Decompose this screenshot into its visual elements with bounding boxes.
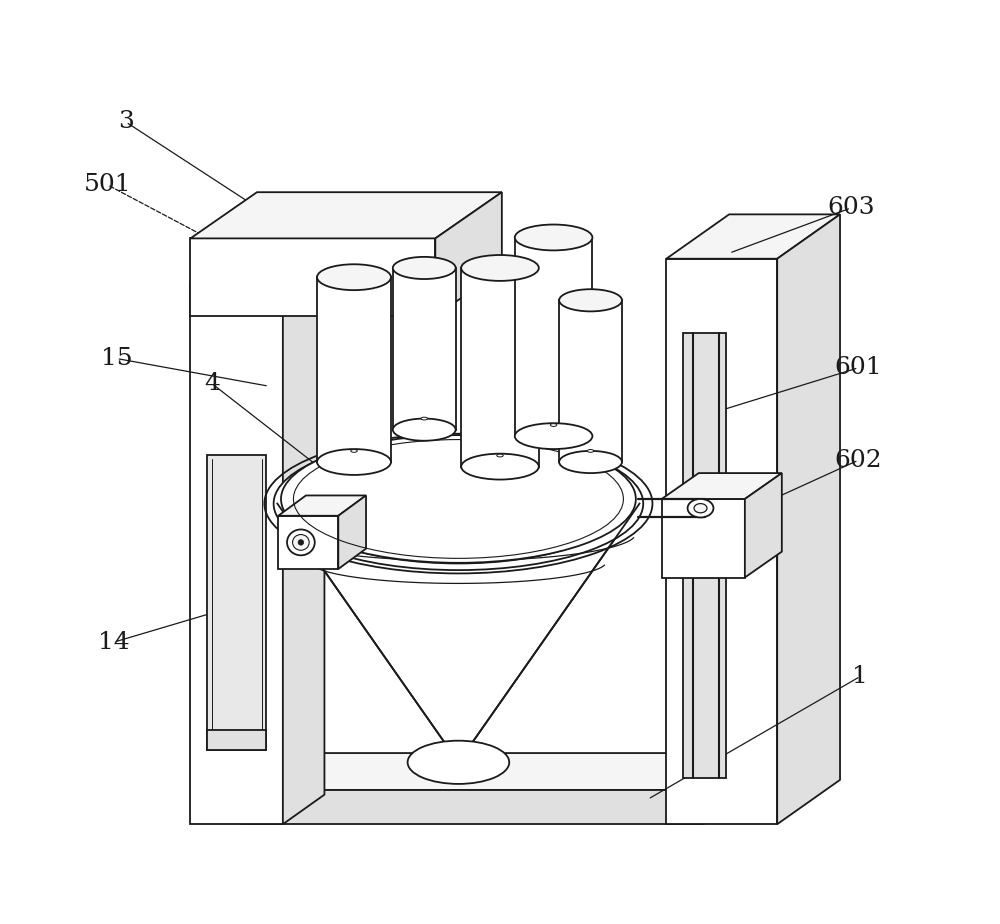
Text: 501: 501 [84,174,131,196]
Polygon shape [683,333,726,778]
Ellipse shape [393,257,456,279]
Polygon shape [435,192,502,316]
Polygon shape [393,268,456,430]
Polygon shape [190,192,502,238]
Polygon shape [278,516,338,569]
Ellipse shape [287,529,315,555]
Polygon shape [515,237,592,436]
Ellipse shape [281,435,636,563]
Ellipse shape [688,499,713,517]
Ellipse shape [559,451,622,473]
Polygon shape [278,495,366,516]
Ellipse shape [587,449,594,453]
Polygon shape [745,473,782,578]
Polygon shape [662,473,782,499]
Ellipse shape [461,454,539,480]
Polygon shape [241,790,703,824]
Ellipse shape [298,540,304,545]
Ellipse shape [408,741,509,784]
Polygon shape [277,504,640,762]
Polygon shape [559,300,622,462]
Polygon shape [662,499,745,578]
Text: 602: 602 [835,449,882,471]
Ellipse shape [559,289,622,311]
Text: 601: 601 [835,357,882,379]
Ellipse shape [461,255,539,281]
Polygon shape [190,238,435,316]
Polygon shape [190,252,324,282]
Polygon shape [207,730,266,750]
Text: 15: 15 [101,347,132,370]
Ellipse shape [497,454,503,457]
Ellipse shape [421,417,427,419]
Ellipse shape [694,504,707,513]
Text: 1: 1 [852,665,868,687]
Polygon shape [777,214,840,824]
Polygon shape [317,277,391,462]
Polygon shape [207,455,266,750]
Text: 3: 3 [118,111,134,133]
Polygon shape [338,495,366,569]
Polygon shape [461,268,539,467]
Polygon shape [190,282,283,824]
Ellipse shape [351,449,357,453]
Polygon shape [703,753,768,824]
Ellipse shape [550,423,557,427]
Ellipse shape [317,449,391,475]
Polygon shape [666,214,840,259]
Ellipse shape [515,423,592,449]
Text: 14: 14 [98,631,130,653]
Text: 4: 4 [204,372,220,395]
Polygon shape [666,259,777,824]
Ellipse shape [274,437,643,570]
Ellipse shape [515,225,592,250]
Ellipse shape [317,264,391,290]
Ellipse shape [393,419,456,441]
Polygon shape [241,753,768,790]
Text: 603: 603 [827,197,875,219]
Ellipse shape [293,534,309,551]
Polygon shape [283,252,324,824]
